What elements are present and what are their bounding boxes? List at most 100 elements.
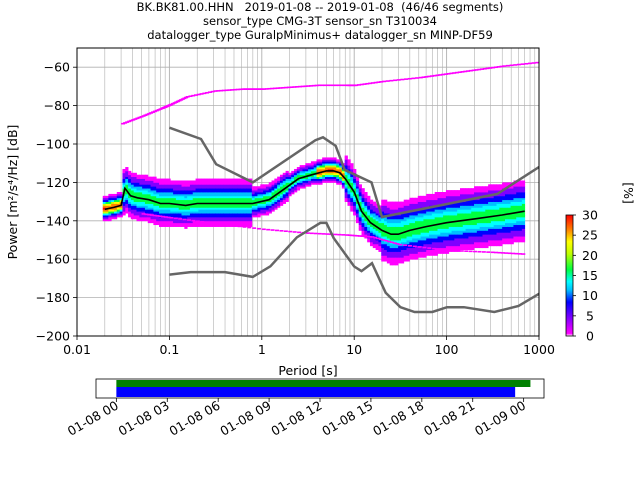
density-cell	[265, 201, 270, 204]
density-cell	[125, 192, 129, 195]
density-cell	[130, 190, 135, 193]
density-cell	[429, 203, 433, 206]
density-cell	[322, 159, 326, 162]
y-tick-label: −80	[44, 98, 70, 113]
density-cell	[386, 259, 391, 262]
density-cell	[204, 178, 208, 181]
density-cell	[240, 190, 244, 193]
density-cell	[384, 209, 388, 212]
density-cell	[398, 228, 402, 231]
density-cell	[319, 165, 323, 168]
upper-trace-cell	[499, 65, 504, 68]
upper-trace-cell	[516, 63, 521, 66]
density-cell	[507, 199, 512, 202]
density-cell	[471, 195, 475, 199]
density-cell	[178, 218, 182, 222]
density-cell	[465, 236, 469, 239]
density-cell	[479, 193, 483, 197]
density-cell	[423, 253, 427, 256]
density-cell	[265, 211, 270, 214]
density-cell	[212, 211, 216, 214]
density-cell	[488, 203, 492, 206]
density-cell	[485, 215, 489, 218]
density-cell	[114, 207, 118, 210]
density-cell	[437, 197, 441, 201]
density-cell	[448, 203, 452, 206]
density-cell	[223, 197, 227, 201]
density-cell	[128, 207, 132, 210]
density-cell	[445, 238, 450, 241]
density-cell	[462, 215, 467, 218]
density-cell	[459, 240, 464, 243]
density-cell	[206, 186, 211, 189]
density-cell	[493, 205, 497, 208]
density-cell	[333, 168, 337, 172]
density-cell	[521, 224, 526, 227]
density-cell	[130, 216, 135, 220]
density-cell	[423, 247, 427, 250]
density-cell	[336, 174, 340, 178]
lower-trace-cell	[218, 223, 223, 225]
density-cell	[114, 216, 118, 220]
density-cell	[392, 226, 396, 229]
density-cell	[420, 224, 424, 227]
density-cell	[395, 220, 399, 224]
density-cell	[294, 184, 298, 187]
density-cell	[378, 241, 382, 245]
density-cell	[423, 249, 427, 252]
density-cell	[147, 199, 151, 202]
density-cell	[364, 199, 368, 202]
upper-trace-cell	[496, 66, 501, 68]
density-cell	[263, 188, 267, 191]
lower-trace-cell	[422, 246, 427, 249]
density-cell	[488, 192, 492, 195]
density-cell	[294, 190, 298, 193]
density-cell	[175, 213, 180, 216]
density-cell	[451, 203, 455, 206]
density-cell	[232, 197, 236, 201]
density-cell	[212, 190, 216, 193]
density-cell	[392, 218, 396, 222]
density-cell	[229, 178, 233, 181]
density-cell	[330, 180, 334, 183]
density-cell	[465, 240, 469, 243]
density-cell	[504, 216, 509, 220]
upper-trace-cell	[219, 89, 224, 92]
density-cell	[375, 207, 379, 210]
density-cell	[198, 213, 202, 216]
density-cell	[251, 192, 256, 195]
density-cell	[175, 195, 180, 199]
density-cell	[502, 216, 506, 220]
density-cell	[243, 205, 247, 208]
density-cell	[392, 245, 396, 249]
density-cell	[395, 203, 399, 206]
density-cell	[496, 195, 500, 199]
density-cell	[305, 182, 309, 185]
density-cell	[133, 199, 137, 202]
density-cell	[111, 209, 115, 212]
density-cell	[319, 167, 323, 170]
density-cell	[164, 186, 168, 189]
density-cell	[291, 176, 295, 179]
density-cell	[381, 245, 385, 249]
density-cell	[493, 228, 497, 231]
density-cell	[353, 188, 357, 191]
density-cell	[381, 232, 385, 235]
density-cell	[122, 207, 126, 210]
density-cell	[454, 236, 458, 239]
density-cell	[187, 184, 191, 187]
upper-trace-cell	[370, 82, 375, 84]
density-cell	[243, 195, 247, 199]
density-cell	[465, 205, 469, 208]
density-cell	[384, 213, 388, 216]
density-cell	[316, 182, 320, 185]
density-cell	[271, 193, 275, 197]
density-cell	[389, 209, 393, 212]
density-cell	[147, 182, 151, 185]
density-cell	[389, 257, 393, 260]
density-cell	[159, 224, 163, 227]
density-cell	[392, 222, 396, 226]
density-cell	[434, 216, 438, 220]
density-cell	[184, 180, 188, 183]
density-cell	[136, 197, 140, 201]
